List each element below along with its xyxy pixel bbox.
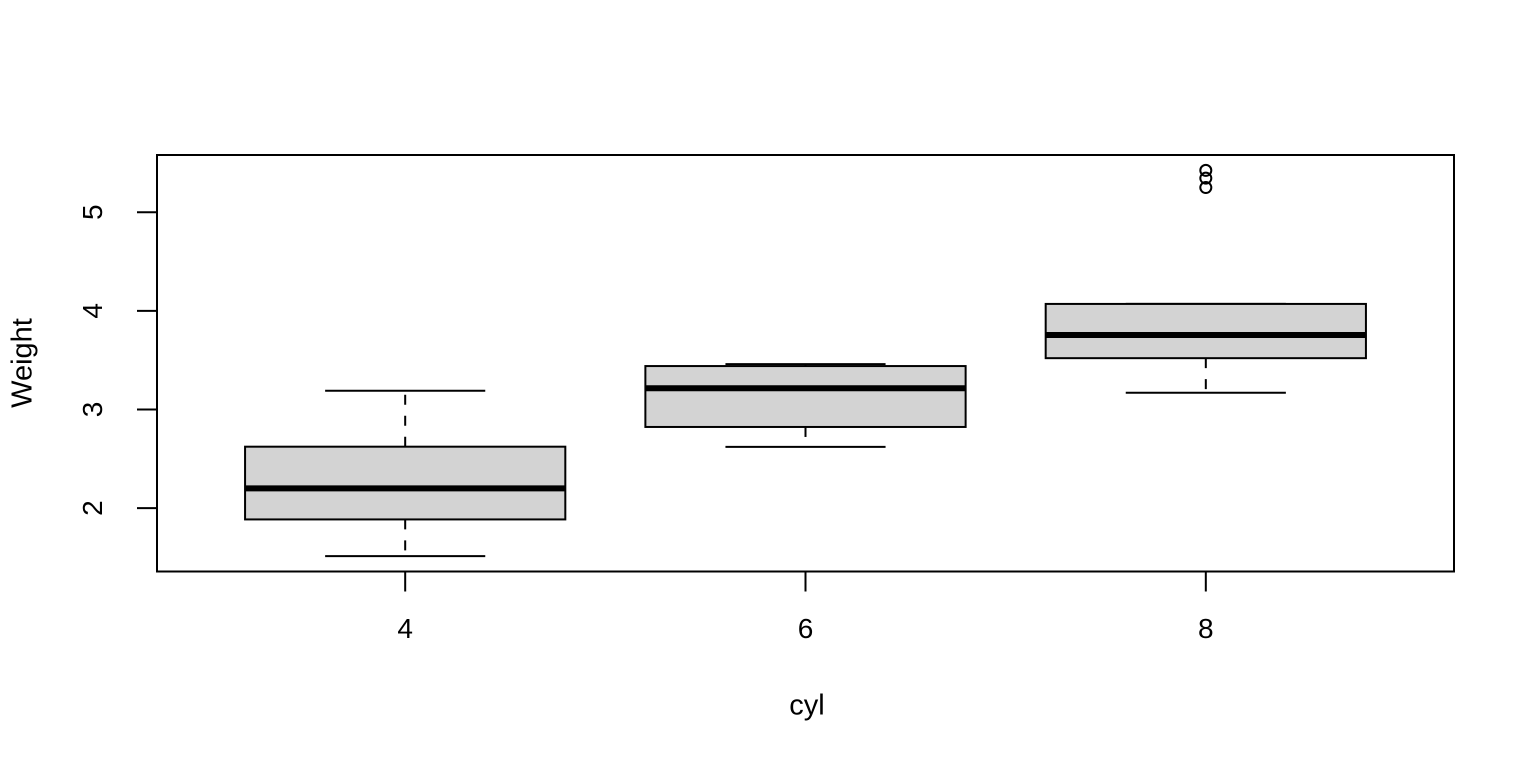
y-tick-label-3: 3	[77, 402, 108, 418]
y-axis-label: Weight	[6, 318, 39, 408]
x-tick-label-6: 6	[798, 613, 814, 644]
y-tick-label-4: 4	[77, 303, 108, 319]
box-group-cyl-4	[244, 389, 567, 558]
x-axis-label: cyl	[789, 689, 825, 722]
x-tick-label-4: 4	[397, 613, 413, 644]
iqr-box	[644, 365, 967, 428]
x-tick-label-8: 8	[1198, 613, 1214, 644]
iqr-box	[1044, 302, 1367, 360]
outlier-point	[1199, 181, 1213, 195]
outlier-point	[1199, 171, 1213, 185]
iqr-box	[244, 445, 567, 521]
y-tick-label-5: 5	[77, 204, 108, 220]
y-tick-label-2: 2	[77, 500, 108, 516]
outlier-point	[1199, 163, 1213, 177]
box-group-cyl-6	[644, 363, 967, 448]
box-group-cyl-8	[1044, 163, 1367, 394]
